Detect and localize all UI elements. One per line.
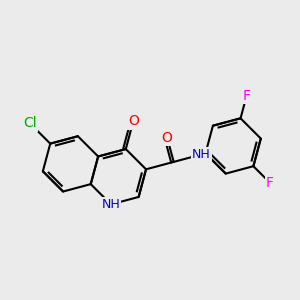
Text: NH: NH	[192, 148, 211, 161]
Text: NH: NH	[102, 198, 120, 211]
Text: O: O	[162, 130, 172, 145]
Text: Cl: Cl	[23, 116, 37, 130]
Text: F: F	[266, 176, 274, 190]
Text: O: O	[128, 114, 139, 128]
Text: F: F	[243, 88, 250, 103]
